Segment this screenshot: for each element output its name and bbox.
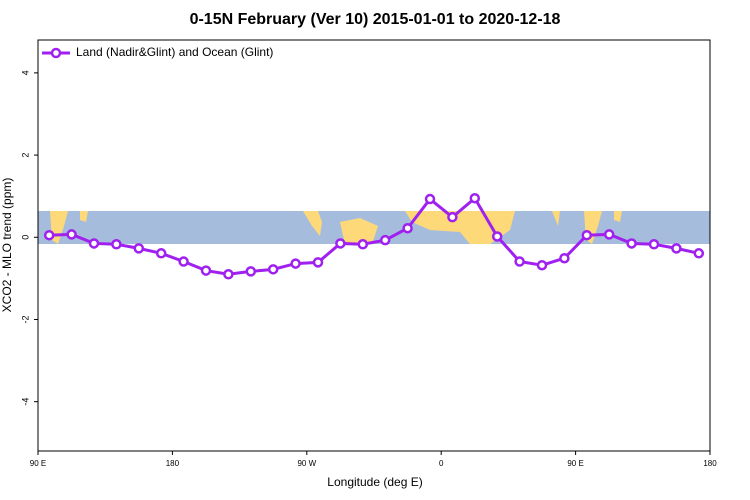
data-point (559, 252, 570, 264)
land (80, 211, 88, 222)
chart-title: 0-15N February (Ver 10) 2015-01-01 to 20… (190, 11, 561, 28)
plot-frame (37, 39, 711, 452)
data-point (424, 193, 436, 205)
data-point (357, 239, 369, 250)
x-tick-label: 0 (439, 459, 444, 468)
data-point (447, 211, 458, 223)
y-tick-label: -4 (20, 398, 30, 406)
data-point (155, 248, 167, 259)
legend-marker (50, 47, 62, 59)
y-tick-label: 4 (20, 70, 30, 75)
data-point (671, 243, 682, 254)
data-point (200, 265, 212, 276)
x-tick-label: 180 (166, 459, 180, 468)
data-point (245, 266, 257, 277)
data-point (379, 234, 391, 246)
data-point (514, 256, 525, 267)
data-point (469, 192, 481, 204)
data-point (223, 269, 234, 280)
data-point (43, 229, 55, 241)
data-point (133, 243, 145, 254)
data-point (178, 256, 189, 267)
data-point (693, 248, 705, 259)
data-point (402, 222, 413, 234)
data-point (312, 257, 324, 268)
x-tick-label: 180 (703, 459, 717, 468)
data-point (581, 229, 593, 241)
data-point (66, 229, 77, 240)
data-point (290, 258, 301, 269)
data-point (491, 231, 503, 242)
x-tick-label: 90 W (297, 459, 316, 468)
x-tick-label: 90 E (567, 459, 583, 468)
data-point (536, 259, 548, 271)
y-axis-label: XCO2 - MLO trend (ppm) (0, 178, 14, 313)
land (340, 218, 378, 244)
land (614, 211, 622, 222)
data-point (648, 239, 660, 250)
data-point (267, 264, 279, 275)
land (552, 211, 560, 226)
data-point (111, 239, 122, 250)
data-point (335, 238, 346, 249)
land (303, 211, 322, 236)
y-tick-label: 2 (20, 153, 30, 158)
y-tick-label: 0 (20, 235, 30, 240)
x-axis-label: Longitude (deg E) (327, 475, 422, 489)
data-point (88, 238, 100, 249)
x-tick-label: 90 E (30, 459, 46, 468)
data-point (603, 229, 615, 240)
y-tick-label: -2 (20, 315, 30, 323)
data-point (626, 238, 637, 249)
legend-label: Land (Nadir&Glint) and Ocean (Glint) (76, 45, 273, 59)
